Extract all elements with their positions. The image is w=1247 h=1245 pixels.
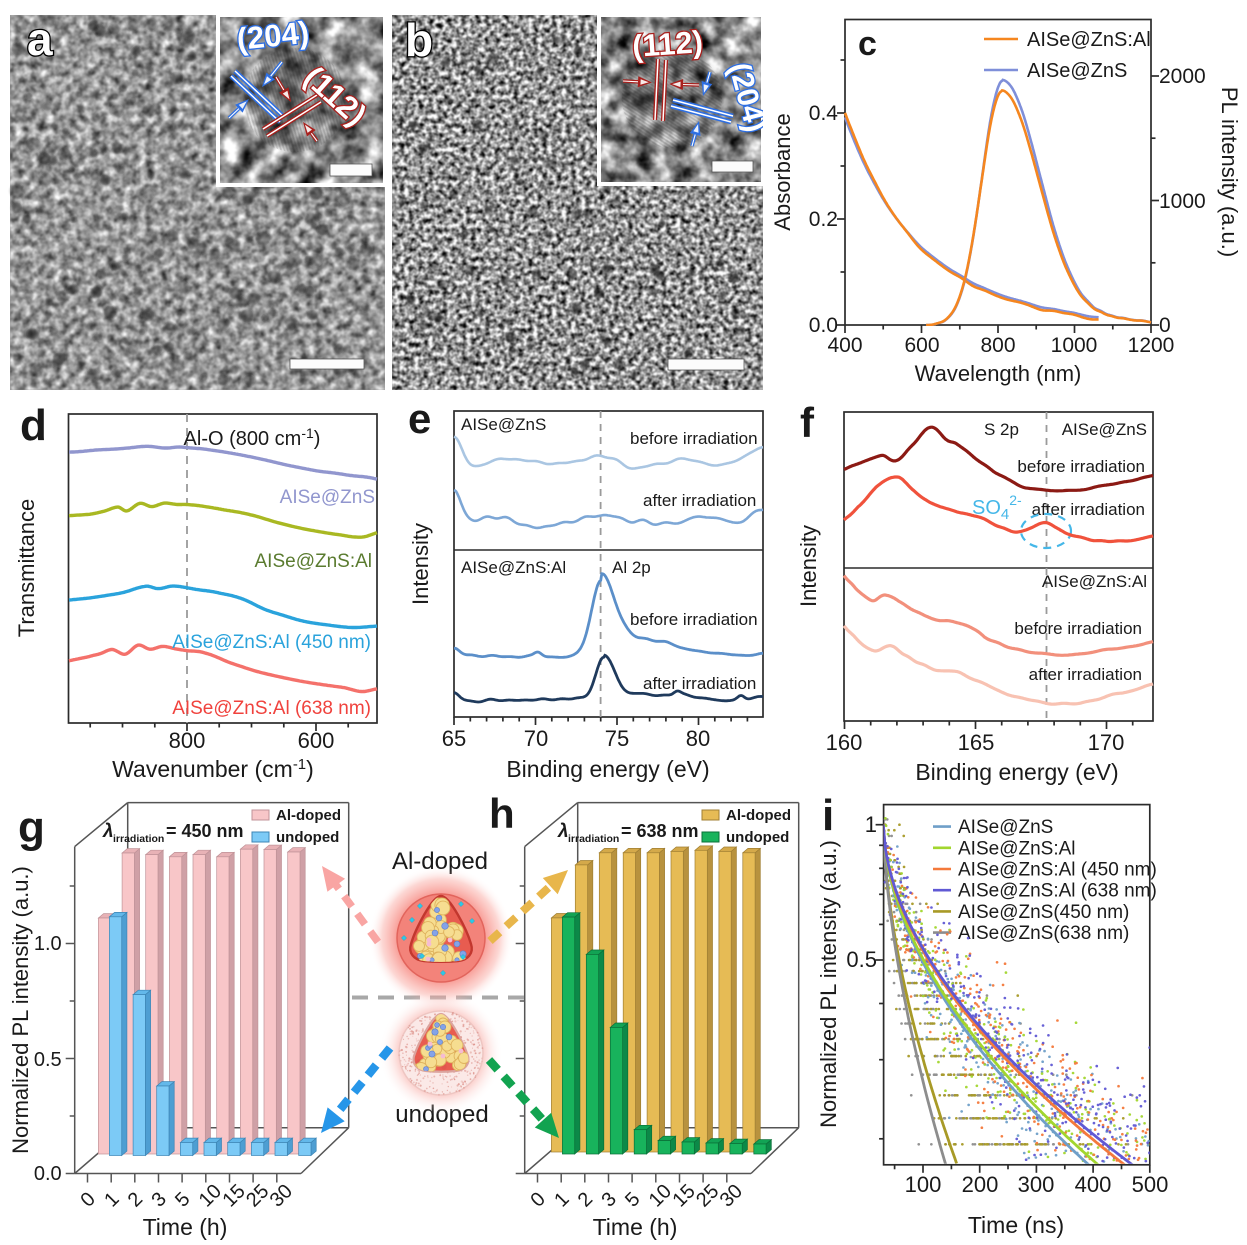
svg-text:2000: 2000: [1159, 65, 1206, 88]
svg-text:1.0: 1.0: [34, 933, 62, 955]
svg-text:(112): (112): [631, 24, 704, 64]
svg-text:Wavenumber (cm-1): Wavenumber (cm-1): [112, 756, 314, 782]
svg-text:(204): (204): [235, 15, 311, 57]
svg-text:λ: λ: [557, 821, 569, 842]
svg-text:0.5: 0.5: [846, 947, 877, 972]
svg-text:600: 600: [298, 728, 335, 753]
svg-text:Absorbance: Absorbance: [770, 113, 795, 230]
svg-text:h: h: [489, 790, 515, 837]
svg-text:Intensity: Intensity: [796, 525, 821, 607]
svg-text:AISe@ZnS: AISe@ZnS: [1062, 420, 1147, 439]
svg-text:Time (h): Time (h): [143, 1214, 228, 1240]
svg-text:g: g: [18, 803, 45, 852]
svg-text:AISe@ZnS:Al: AISe@ZnS:Al: [461, 558, 566, 577]
svg-text:AISe@ZnS:Al: AISe@ZnS:Al: [1027, 29, 1151, 51]
svg-text:d: d: [20, 401, 47, 450]
svg-text:0.0: 0.0: [809, 314, 838, 337]
svg-text:after irradiation: after irradiation: [1032, 500, 1145, 519]
svg-text:Intensity: Intensity: [408, 523, 433, 605]
svg-text:undoped: undoped: [726, 829, 789, 846]
svg-text:Al-doped: Al-doped: [276, 807, 341, 824]
svg-text:75: 75: [605, 726, 629, 751]
svg-text:e: e: [408, 395, 431, 442]
svg-text:f: f: [800, 399, 815, 446]
svg-text:500: 500: [1132, 1172, 1169, 1197]
svg-text:a: a: [27, 13, 53, 65]
svg-text:i: i: [822, 791, 834, 840]
svg-text:Binding energy (eV): Binding energy (eV): [506, 756, 709, 782]
svg-text:c: c: [858, 25, 877, 63]
svg-text:Transmittance: Transmittance: [14, 499, 39, 638]
svg-text:AISe@ZnS:Al (450 nm): AISe@ZnS:Al (450 nm): [172, 632, 371, 653]
svg-text:irradiation: irradiation: [568, 833, 619, 845]
svg-text:AISe@ZnS:Al: AISe@ZnS:Al: [255, 551, 373, 572]
svg-text:170: 170: [1088, 730, 1125, 755]
svg-text:before irradiation: before irradiation: [1017, 457, 1145, 476]
svg-text:Normalized PL intensity (a.u.): Normalized PL intensity (a.u.): [816, 840, 841, 1128]
svg-text:600: 600: [904, 334, 939, 357]
svg-text:1000: 1000: [1159, 190, 1206, 213]
svg-text:AISe@ZnS:Al (638 nm): AISe@ZnS:Al (638 nm): [172, 698, 371, 719]
svg-text:0.2: 0.2: [809, 208, 838, 231]
svg-text:0.0: 0.0: [34, 1163, 62, 1185]
svg-text:800: 800: [980, 334, 1015, 357]
svg-text:before irradiation: before irradiation: [630, 429, 758, 448]
svg-text:1000: 1000: [1051, 334, 1098, 357]
svg-text:AISe@ZnS:Al (450 nm): AISe@ZnS:Al (450 nm): [958, 860, 1157, 881]
svg-text:b: b: [405, 14, 433, 66]
svg-text:PL intensity (a.u.): PL intensity (a.u.): [1217, 87, 1242, 257]
svg-text:Al-doped: Al-doped: [726, 807, 791, 824]
svg-text:AISe@ZnS(450 nm): AISe@ZnS(450 nm): [958, 902, 1129, 923]
svg-text:Time (ns): Time (ns): [968, 1212, 1064, 1238]
svg-text:before irradiation: before irradiation: [630, 610, 758, 629]
svg-text:0: 0: [1159, 314, 1171, 337]
svg-text:AISe@ZnS:Al (638 nm): AISe@ZnS:Al (638 nm): [958, 881, 1157, 902]
svg-text:80: 80: [686, 726, 710, 751]
svg-text:Normalized PL intensity (a.u.): Normalized PL intensity (a.u.): [8, 866, 33, 1154]
svg-text:160: 160: [826, 730, 863, 755]
svg-text:after irradiation: after irradiation: [643, 674, 756, 693]
svg-text:Al 2p: Al 2p: [612, 558, 651, 577]
svg-text:0.4: 0.4: [809, 102, 839, 125]
svg-text:200: 200: [962, 1172, 999, 1197]
svg-text:1: 1: [865, 812, 877, 837]
svg-text:undoped: undoped: [276, 829, 339, 846]
svg-text:800: 800: [169, 728, 206, 753]
svg-text:AISe@ZnS:Al: AISe@ZnS:Al: [1042, 572, 1147, 591]
svg-text:1200: 1200: [1128, 334, 1175, 357]
svg-text:165: 165: [958, 730, 995, 755]
svg-text:AISe@ZnS:Al: AISe@ZnS:Al: [958, 838, 1076, 859]
svg-text:= 638 nm: = 638 nm: [621, 821, 699, 841]
svg-text:λ: λ: [102, 821, 114, 842]
svg-text:AISe@ZnS: AISe@ZnS: [461, 415, 546, 434]
svg-text:300: 300: [1018, 1172, 1055, 1197]
svg-text:AISe@ZnS: AISe@ZnS: [280, 487, 375, 508]
svg-text:= 450 nm: = 450 nm: [166, 821, 244, 841]
svg-text:65: 65: [442, 726, 466, 751]
svg-text:Time (h): Time (h): [593, 1214, 678, 1240]
svg-text:Wavelength (nm): Wavelength (nm): [915, 361, 1082, 386]
svg-text:70: 70: [524, 726, 548, 751]
svg-text:S 2p: S 2p: [984, 420, 1019, 439]
svg-text:0.5: 0.5: [34, 1049, 62, 1071]
svg-text:Al-O (800 cm-1): Al-O (800 cm-1): [184, 425, 321, 450]
svg-text:Binding energy (eV): Binding energy (eV): [915, 759, 1118, 785]
svg-text:AISe@ZnS: AISe@ZnS: [1027, 60, 1127, 82]
svg-text:AISe@ZnS(638 nm): AISe@ZnS(638 nm): [958, 923, 1129, 944]
svg-text:before irradiation: before irradiation: [1014, 619, 1142, 638]
svg-text:irradiation: irradiation: [113, 833, 164, 845]
svg-text:100: 100: [905, 1172, 942, 1197]
svg-text:AISe@ZnS: AISe@ZnS: [958, 817, 1053, 838]
svg-text:after irradiation: after irradiation: [1029, 665, 1142, 684]
svg-text:after irradiation: after irradiation: [643, 491, 756, 510]
svg-text:400: 400: [1075, 1172, 1112, 1197]
svg-text:400: 400: [827, 334, 862, 357]
